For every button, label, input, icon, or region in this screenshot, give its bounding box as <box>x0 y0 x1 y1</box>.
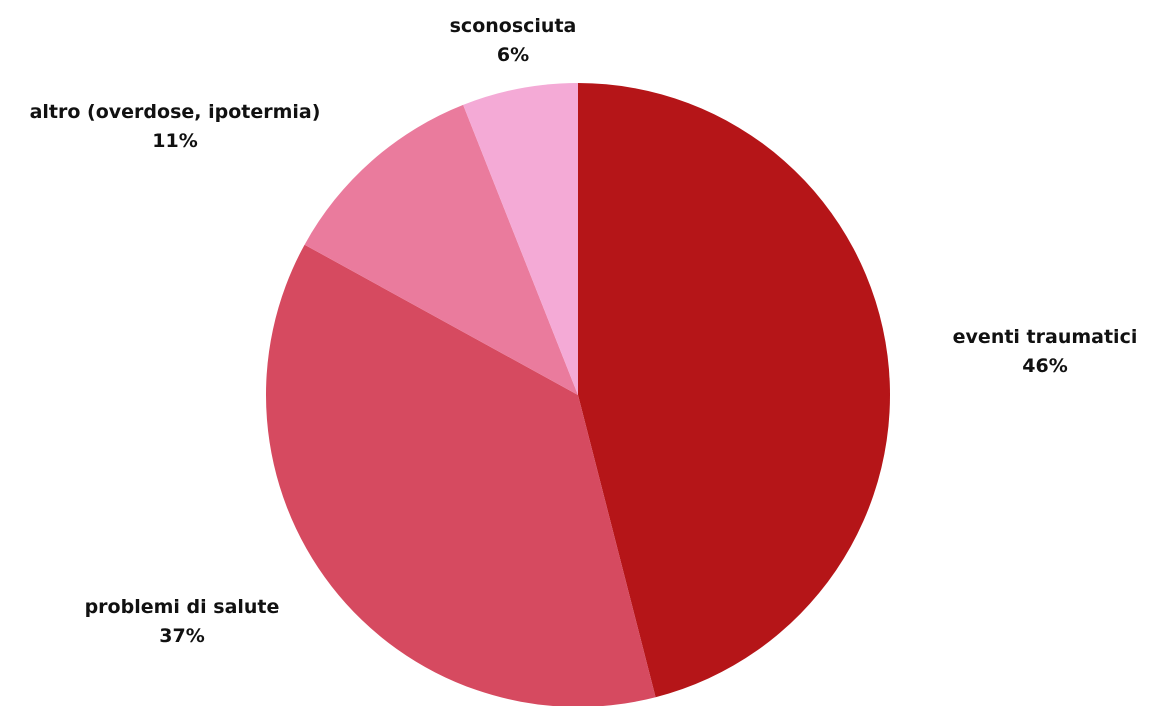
pie-slices <box>266 83 890 706</box>
slice-label-eventi-traumatici: eventi traumatici <box>953 326 1138 348</box>
slice-value-label-eventi-traumatici: 46% <box>1022 355 1067 377</box>
slice-label-sconosciuta: sconosciuta <box>450 15 577 37</box>
slice-value-label-altro-overdose-ipotermia: 11% <box>152 130 197 152</box>
slice-label-altro-overdose-ipotermia: altro (overdose, ipotermia) <box>30 101 321 123</box>
slice-label-problemi-di-salute: problemi di salute <box>85 596 280 618</box>
slice-value-label-sconosciuta: 6% <box>497 44 529 66</box>
slice-value-label-problemi-di-salute: 37% <box>159 625 204 647</box>
